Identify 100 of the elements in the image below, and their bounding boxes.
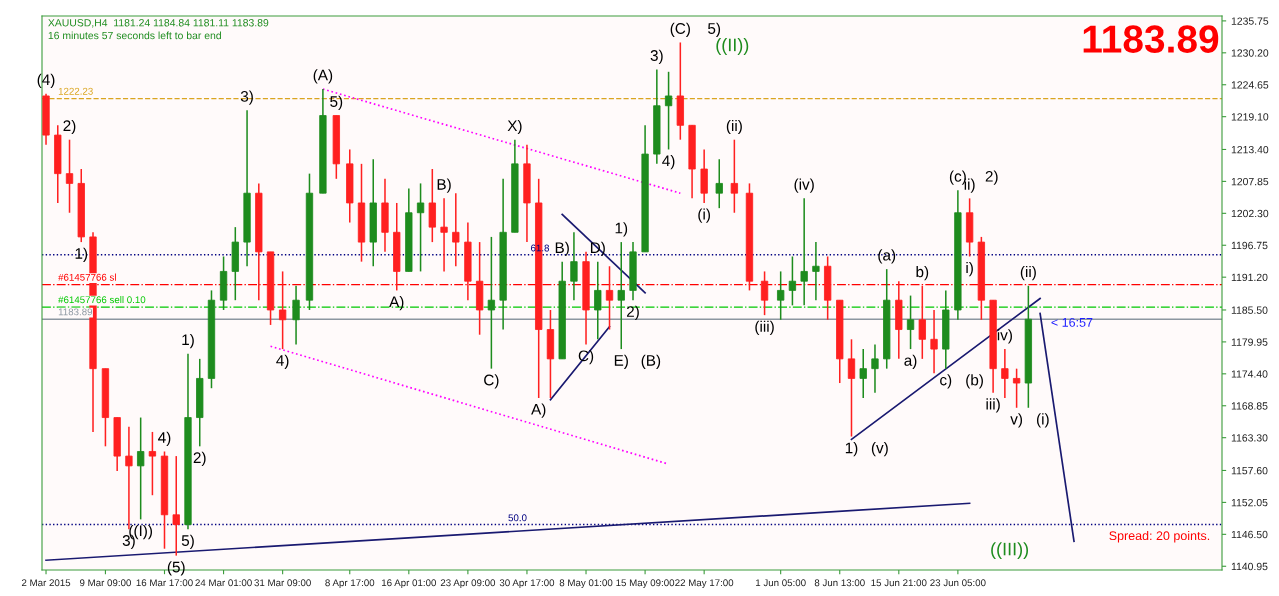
candlestick (906, 294, 915, 350)
candlestick (664, 71, 673, 151)
annotation: Spread: 20 points. (1109, 530, 1210, 543)
annotation: (ii) (726, 119, 742, 135)
y-tick-label: 1213.40 (1231, 145, 1269, 154)
annotation: (v) (871, 442, 888, 457)
candlestick (918, 285, 926, 360)
annotation: b) (916, 266, 929, 281)
candlestick (847, 338, 856, 438)
candlestick (1001, 348, 1009, 399)
annotation: (a) (878, 249, 896, 264)
candlestick (440, 197, 448, 273)
candlestick (605, 265, 614, 331)
annotation: (c) (949, 170, 966, 185)
x-tick-label: 8 May 01:00 (559, 579, 613, 589)
annotation: A) (531, 403, 546, 418)
annotation: c) (940, 374, 952, 389)
annotation: 5) (708, 22, 721, 37)
candlestick (148, 431, 157, 496)
candlestick (65, 138, 74, 214)
y-tick-label: 1219.10 (1231, 113, 1269, 121)
annotation: 1) (75, 247, 88, 262)
x-tick-label: 15 May 09:00 (616, 579, 675, 589)
annotation: (i) (698, 208, 710, 223)
annotation: (4) (37, 73, 55, 89)
candlestick (715, 158, 723, 209)
chart-title: XAUUSD,H4 1181.24 1184.84 1181.11 1183.89 (48, 19, 269, 28)
annotation: (i) (1037, 413, 1049, 428)
annotation: 5) (181, 534, 194, 549)
candlestick (777, 270, 785, 321)
y-tick-label: 1174.40 (1231, 370, 1268, 378)
x-tick-label: 1 Jun 05:00 (756, 579, 806, 587)
y-tick-label: 1163.30 (1231, 434, 1268, 442)
x-tick-label: 8 Apr 17:00 (325, 579, 375, 589)
annotation: ((II)) (716, 38, 749, 55)
x-tick-label: 31 Mar 09:00 (254, 579, 311, 587)
annotation: 3) (650, 49, 663, 64)
ref-line-label: #61457766 sell 0.10 (58, 296, 146, 304)
candlestick (292, 285, 300, 346)
y-tick-label: 1235.75 (1231, 17, 1269, 25)
ref-line-label: #61457766 sl (58, 273, 116, 281)
annotation: (iv) (794, 178, 814, 193)
annotation: a) (904, 354, 917, 369)
annotation: 2) (63, 119, 76, 135)
candlestick (278, 270, 287, 350)
x-tick-label: 23 Jun 05:00 (930, 579, 986, 587)
x-tick-label: 24 Mar 01:00 (195, 579, 252, 587)
y-tick-label: 1191.20 (1231, 273, 1268, 282)
candlestick (137, 416, 145, 521)
y-tick-label: 1202.30 (1231, 209, 1269, 218)
candlestick (871, 343, 879, 394)
annotation: (5) (167, 561, 185, 576)
annotation: C) (484, 374, 499, 389)
candlestick (800, 197, 808, 307)
x-tick-label: 23 Apr 09:00 (440, 579, 496, 589)
annotation: X) (507, 119, 522, 135)
candlestick (452, 192, 460, 268)
annotation: (ii) (1020, 266, 1036, 281)
annotation: 2) (626, 305, 639, 320)
annotation: iv) (997, 329, 1012, 344)
ref-line-label: 1183.89 (58, 308, 93, 316)
candlestick (812, 241, 820, 301)
annotation: 1) (845, 442, 858, 457)
x-tick-label: 15 Jun 21:00 (871, 579, 927, 587)
x-tick-label: 22 May 17:00 (675, 579, 734, 589)
annotation: ii) (964, 178, 975, 193)
x-tick-label: 16 Apr 01:00 (381, 579, 437, 589)
candlestick (1012, 367, 1021, 409)
annotation: 5) (330, 95, 343, 110)
candlestick (930, 309, 938, 375)
annotation: iii) (986, 398, 1000, 413)
annotation: v) (1010, 413, 1023, 428)
annotation: ((III)) (991, 542, 1029, 560)
annotation: 1) (182, 333, 194, 349)
x-tick-label: 9 Mar 09:00 (79, 579, 131, 587)
y-tick-label: 1230.20 (1231, 49, 1269, 57)
y-tick-label: 1185.50 (1231, 306, 1268, 314)
candlestick (594, 260, 602, 341)
candlestick (788, 255, 797, 307)
y-tick-label: 1224.65 (1231, 81, 1269, 89)
y-tick-label: 1196.75 (1231, 241, 1268, 250)
candlestick (570, 231, 578, 301)
annotation: 2) (985, 170, 998, 185)
y-tick-label: 1168.85 (1231, 402, 1268, 410)
annotation: i) (966, 262, 973, 277)
annotation: B) (555, 241, 569, 257)
annotation: 50.0 (508, 514, 527, 522)
annotation: (iii) (755, 320, 774, 335)
annotation: 4) (276, 354, 289, 369)
annotation: (C) (670, 22, 690, 37)
candlestick (487, 236, 496, 370)
annotation: (B) (641, 354, 661, 369)
x-tick-label: 8 Jun 13:00 (814, 579, 865, 587)
candlestick (416, 182, 425, 273)
annotation: A) (389, 295, 404, 311)
y-tick-label: 1207.85 (1231, 177, 1269, 186)
y-tick-label: 1152.05 (1231, 498, 1268, 507)
annotation: E) (614, 354, 628, 369)
y-tick-label: 1179.95 (1231, 338, 1268, 346)
annotation: 1183.89 (1083, 25, 1219, 53)
